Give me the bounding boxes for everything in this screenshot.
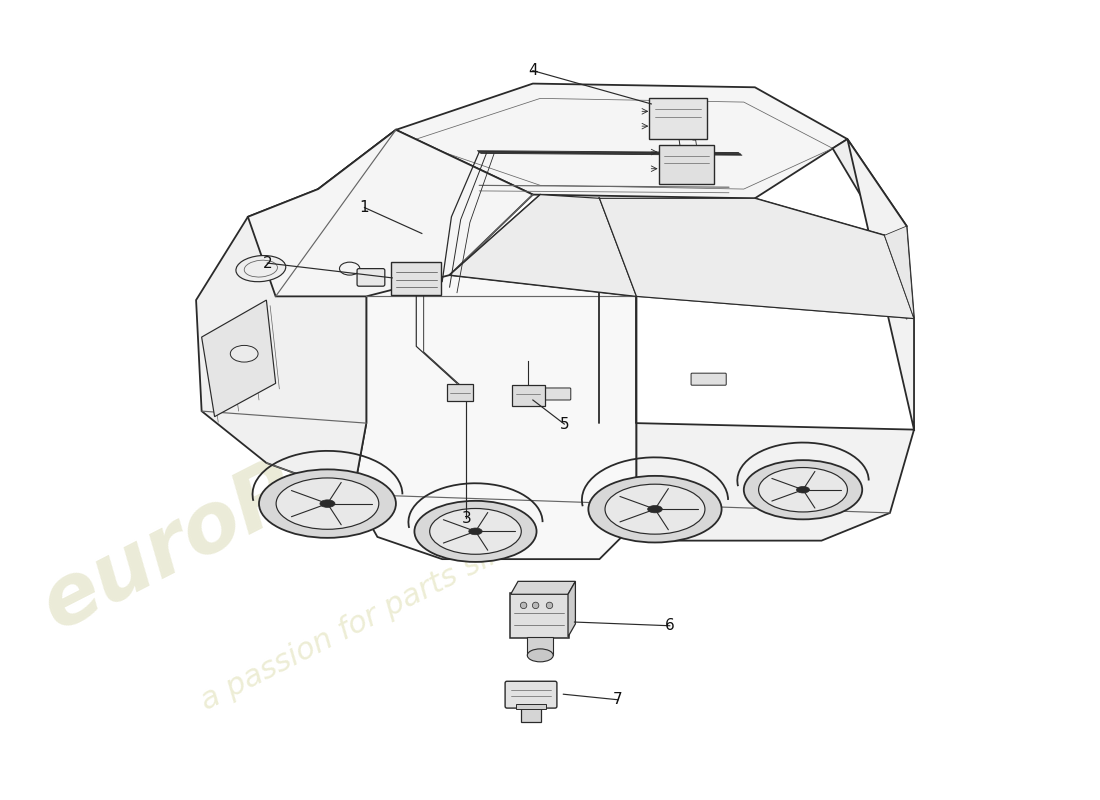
Text: 2: 2 [263,255,272,270]
Text: 7: 7 [613,692,623,707]
Ellipse shape [744,460,862,519]
Ellipse shape [547,602,552,609]
FancyBboxPatch shape [516,704,546,709]
Ellipse shape [759,467,847,512]
Polygon shape [510,582,575,594]
Ellipse shape [605,484,705,534]
Polygon shape [196,189,366,494]
Polygon shape [833,139,906,235]
FancyBboxPatch shape [358,269,385,286]
Ellipse shape [588,476,722,542]
FancyBboxPatch shape [659,145,714,183]
Ellipse shape [276,478,378,530]
FancyBboxPatch shape [534,388,571,400]
Text: a passion for parts since 1985: a passion for parts since 1985 [196,481,620,716]
FancyBboxPatch shape [520,706,541,722]
Ellipse shape [527,649,553,662]
Polygon shape [248,130,532,296]
Ellipse shape [230,346,258,362]
FancyBboxPatch shape [392,262,441,295]
Text: 5: 5 [560,417,569,431]
Polygon shape [450,194,637,296]
FancyBboxPatch shape [505,682,557,708]
Polygon shape [318,130,637,559]
FancyBboxPatch shape [649,98,707,139]
Ellipse shape [520,602,527,609]
Polygon shape [600,198,914,318]
Polygon shape [527,637,553,655]
Polygon shape [637,139,914,541]
Text: 3: 3 [461,511,471,526]
Text: 4: 4 [528,63,538,78]
Ellipse shape [415,501,537,562]
Ellipse shape [258,470,396,538]
FancyBboxPatch shape [509,594,569,638]
Text: 1: 1 [360,200,370,215]
Ellipse shape [648,506,662,513]
Ellipse shape [796,486,810,493]
FancyBboxPatch shape [447,384,473,401]
Text: euroParts: euroParts [29,367,473,646]
Polygon shape [396,83,847,198]
Text: 6: 6 [664,618,674,634]
Polygon shape [568,582,575,637]
FancyBboxPatch shape [691,373,726,385]
Ellipse shape [235,255,286,282]
Polygon shape [201,300,276,417]
Polygon shape [884,226,914,318]
FancyBboxPatch shape [512,385,544,406]
Ellipse shape [532,602,539,609]
Polygon shape [318,130,450,296]
Ellipse shape [320,500,336,507]
Ellipse shape [469,528,482,534]
Ellipse shape [430,509,521,554]
